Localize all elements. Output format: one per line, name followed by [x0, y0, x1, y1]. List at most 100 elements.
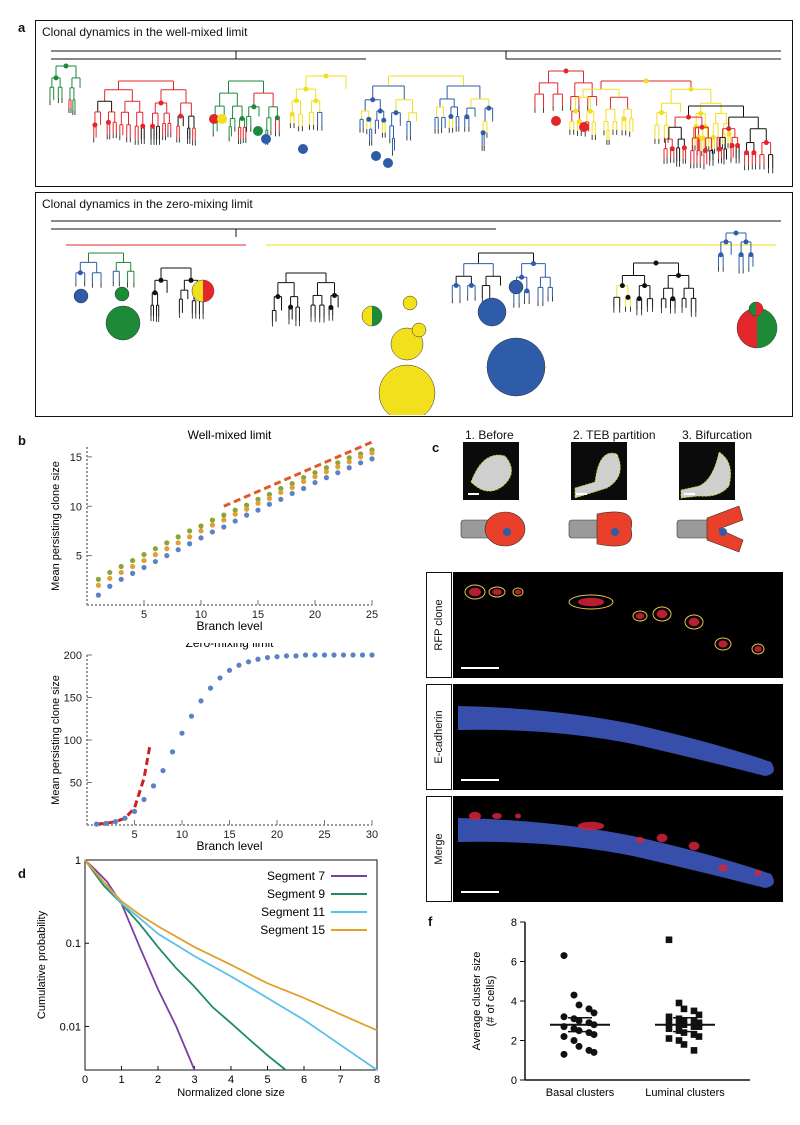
x-tick-label: 4: [228, 1074, 234, 1086]
data-point: [150, 783, 157, 789]
well-mixed-title: Clonal dynamics in the well-mixed limit: [42, 25, 248, 39]
tree-node: [573, 108, 579, 114]
zero-mixing-tree-box: Clonal dynamics in the zero-mixing limit: [35, 192, 793, 417]
clone-outline: [464, 584, 486, 600]
data-point: [207, 685, 214, 691]
tree-node: [63, 63, 69, 69]
data-point: [266, 495, 272, 501]
data-point: [680, 1005, 688, 1013]
tree-node: [688, 86, 694, 92]
clone-circle: [477, 297, 507, 327]
clone-circle: [114, 286, 130, 302]
data-point: [690, 1047, 698, 1054]
y-axis-label: Cumulative probability: [36, 910, 48, 1019]
data-point: [301, 478, 307, 485]
cluster-size-chart: 0 2 4 6 8 Average cluster size (# of cells) Bas…: [471, 917, 750, 1099]
data-point: [152, 558, 158, 565]
data-point: [293, 653, 299, 659]
rfp-clone: [577, 821, 605, 831]
data-point: [675, 1027, 683, 1034]
tree-node: [669, 146, 675, 152]
x-tick-label: 10: [176, 829, 188, 841]
y-tick-label: 4: [511, 996, 517, 1008]
data-point: [264, 654, 271, 661]
y-tick-label: 10: [70, 501, 82, 513]
tree-node: [371, 151, 381, 161]
rfp-clone: [754, 870, 762, 876]
data-point: [560, 1033, 568, 1041]
tree-node: [763, 140, 769, 146]
data-point: [95, 592, 101, 598]
data-point: [301, 485, 307, 492]
rfp-clone-label: RFP clone: [433, 599, 445, 651]
data-point: [95, 582, 101, 588]
c-title-teb: 2. TEB partition: [573, 428, 656, 442]
data-point: [198, 535, 204, 541]
tree-node: [448, 113, 454, 119]
data-point: [323, 465, 329, 471]
x-tick-label: 15: [223, 829, 235, 841]
tree-node: [298, 144, 308, 154]
tree-node: [726, 126, 732, 132]
tree-node: [261, 134, 271, 144]
tree-node: [253, 126, 263, 136]
data-point: [278, 489, 284, 496]
data-point: [160, 768, 166, 774]
rfp-clone: [688, 841, 700, 851]
data-point: [575, 1027, 583, 1035]
data-point: [369, 456, 375, 462]
data-point: [560, 1013, 568, 1021]
tree-node: [150, 123, 156, 129]
clone-circle: [402, 295, 418, 311]
tree-node: [468, 282, 474, 288]
legend-label: Segment 15: [260, 923, 325, 937]
tree-node: [274, 115, 280, 121]
clone-circle: [105, 305, 141, 341]
data-point: [152, 552, 158, 558]
trend-dashed-line: [223, 440, 373, 508]
trend-dashed-line: [96, 746, 152, 826]
x-tick-label: 30: [366, 829, 378, 841]
data-point: [358, 454, 364, 460]
panel-c-letter: c: [432, 440, 440, 455]
tree-node: [718, 252, 724, 258]
x-tick-label: 15: [252, 609, 264, 621]
microscopy-panels: [453, 572, 783, 902]
data-point: [312, 474, 318, 480]
tree-node: [140, 123, 146, 129]
tree-node: [178, 113, 184, 119]
data-point: [570, 1037, 578, 1044]
rfp-clone: [656, 609, 668, 619]
data-point: [188, 713, 195, 719]
tree-node: [188, 277, 194, 283]
clone-circle: [73, 288, 89, 304]
rfp-clone: [515, 813, 521, 819]
x-tick-label: 25: [318, 829, 330, 841]
data-point: [289, 480, 295, 487]
data-point: [690, 1007, 698, 1015]
data-point: [346, 459, 352, 465]
tree-node: [563, 68, 569, 74]
rfp-clone: [688, 617, 700, 627]
data-point: [175, 540, 181, 546]
data-point: [590, 1048, 598, 1056]
tree-node: [587, 108, 593, 114]
tree-node: [239, 116, 245, 122]
tree-node: [576, 119, 582, 125]
data-point: [118, 576, 124, 582]
data-point: [690, 1031, 698, 1038]
y-tick-label: 100: [64, 735, 82, 747]
x-axis-label: Branch level: [196, 619, 262, 630]
tree-node: [670, 296, 676, 302]
c-title-before: 1. Before: [465, 428, 514, 442]
rfp-clone: [492, 813, 502, 819]
panel-a-letter: a: [18, 20, 26, 35]
tree-node: [653, 260, 659, 266]
zero-mixing-title: Clonal dynamics in the zero-mixing limit: [42, 197, 253, 211]
data-point: [175, 547, 181, 553]
e-cadherin-label: E-cadherin: [433, 710, 445, 764]
x-axis-label: Normalized clone size: [177, 1087, 285, 1099]
tree-node: [464, 114, 470, 120]
tree-node: [328, 304, 334, 310]
y-axis-label: Mean persisting clone size: [50, 461, 62, 591]
